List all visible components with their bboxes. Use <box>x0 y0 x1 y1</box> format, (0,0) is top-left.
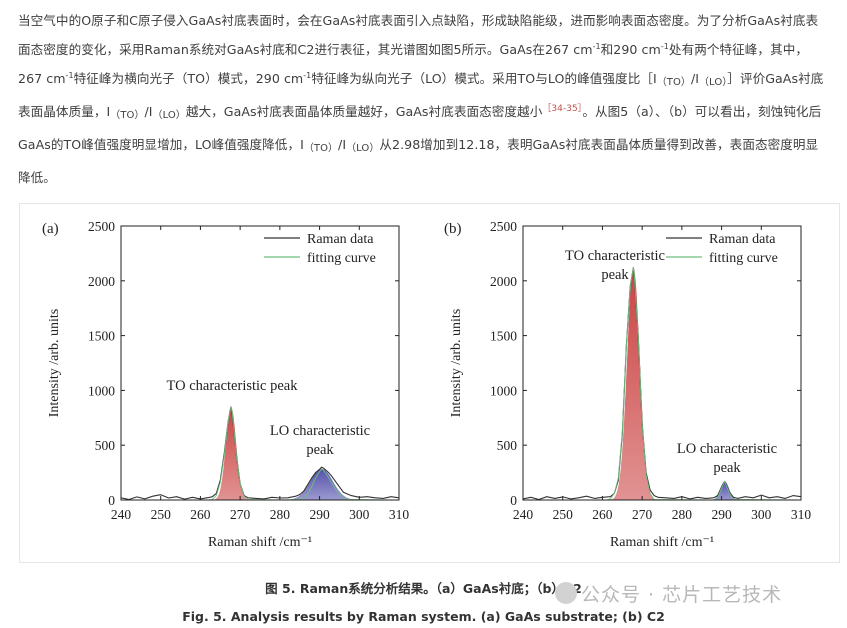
caption-chinese: 图 5. Raman系统分析结果。（a）GaAs衬底；（b）C2 <box>265 581 582 596</box>
watermark: 公众号 · 芯片工艺技术 <box>555 580 782 607</box>
peak-annotation: LO characteristic <box>270 423 370 439</box>
y-tick-label: 2000 <box>490 274 517 289</box>
x-tick-label: 300 <box>751 507 772 522</box>
chart-panel-a: (a) 240 250 260 270 280 290 300 310 0 500 1000 1500 2… <box>42 219 409 550</box>
peak-annotation: TO characteristic <box>565 248 665 264</box>
x-tick-label: 260 <box>592 507 613 522</box>
y-tick-label: 1000 <box>490 383 517 398</box>
x-tick-label: 250 <box>553 507 574 522</box>
lo-peak-fill <box>707 481 743 500</box>
y-axis-label: Intensity /arb. units <box>449 309 464 418</box>
x-tick-label: 310 <box>791 507 812 522</box>
y-tick-label: 2000 <box>88 274 115 289</box>
x-axis-label: Raman shift /cm⁻¹ <box>610 535 714 550</box>
y-tick-label: 2500 <box>88 219 115 234</box>
x-tick-label: 290 <box>711 507 732 522</box>
y-tick-label: 1500 <box>490 329 517 344</box>
x-tick-label: 270 <box>230 507 251 522</box>
fitting-curve-line <box>523 267 802 501</box>
legend-entry: fitting curve <box>307 251 376 266</box>
x-axis-label: Raman shift /cm⁻¹ <box>208 535 312 550</box>
x-tick-label: 240 <box>513 507 534 522</box>
y-tick-label: 2500 <box>490 219 517 234</box>
body-paragraph: 当空气中的O原子和C原子侵入GaAs衬底表面时，会在GaAs衬底表面引入点缺陷，… <box>18 13 824 185</box>
y-tick-label: 0 <box>510 493 517 508</box>
legend-entry: Raman data <box>307 232 374 247</box>
y-tick-label: 1000 <box>88 383 115 398</box>
peak-annotation: peak <box>601 267 629 283</box>
legend-entry: Raman data <box>709 232 776 247</box>
peak-annotation: peak <box>713 460 741 476</box>
x-tick-label: 310 <box>389 507 410 522</box>
y-tick-label: 0 <box>108 493 115 508</box>
y-tick-label: 500 <box>497 438 518 453</box>
peak-annotation: peak <box>306 442 334 458</box>
chart-panel-b: (b) 240 250 260 270 280 290 300 310 0 500 1000 1500 2… <box>444 219 811 550</box>
panel-label: (a) <box>42 221 59 237</box>
raman-data-line <box>522 267 802 501</box>
caption-english: Fig. 5. Analysis results by Raman system… <box>182 609 665 624</box>
x-tick-label: 290 <box>309 507 330 522</box>
x-tick-label: 240 <box>111 507 132 522</box>
x-tick-label: 270 <box>632 507 653 522</box>
peak-annotation: TO characteristic peak <box>167 378 299 394</box>
peak-annotation: LO characteristic <box>677 441 777 457</box>
to-peak-fill <box>210 406 252 500</box>
panel-label: (b) <box>444 221 462 237</box>
x-tick-label: 250 <box>151 507 172 522</box>
x-tick-label: 300 <box>349 507 370 522</box>
plot-frame <box>120 225 400 501</box>
lo-peak-fill <box>277 468 366 500</box>
x-tick-label: 280 <box>270 507 291 522</box>
fitting-curve-line <box>121 406 400 501</box>
citation-link[interactable]: ［34-35］ <box>542 103 583 114</box>
x-tick-label: 280 <box>672 507 693 522</box>
legend-entry: fitting curve <box>709 251 778 266</box>
y-tick-label: 1500 <box>88 329 115 344</box>
to-peak-fill <box>608 267 659 500</box>
y-axis-label: Intensity /arb. units <box>47 309 62 418</box>
y-tick-label: 500 <box>95 438 116 453</box>
raman-charts: (a) 240 250 260 270 280 290 300 310 0 500 1000 1500 2… <box>42 219 811 550</box>
wechat-icon <box>555 582 577 604</box>
figure-5: (a) 240 250 260 270 280 290 300 310 0 500 1000 1500 2… <box>19 203 840 563</box>
plot-frame <box>522 225 802 501</box>
x-tick-label: 260 <box>190 507 211 522</box>
raman-data-line <box>120 406 400 501</box>
